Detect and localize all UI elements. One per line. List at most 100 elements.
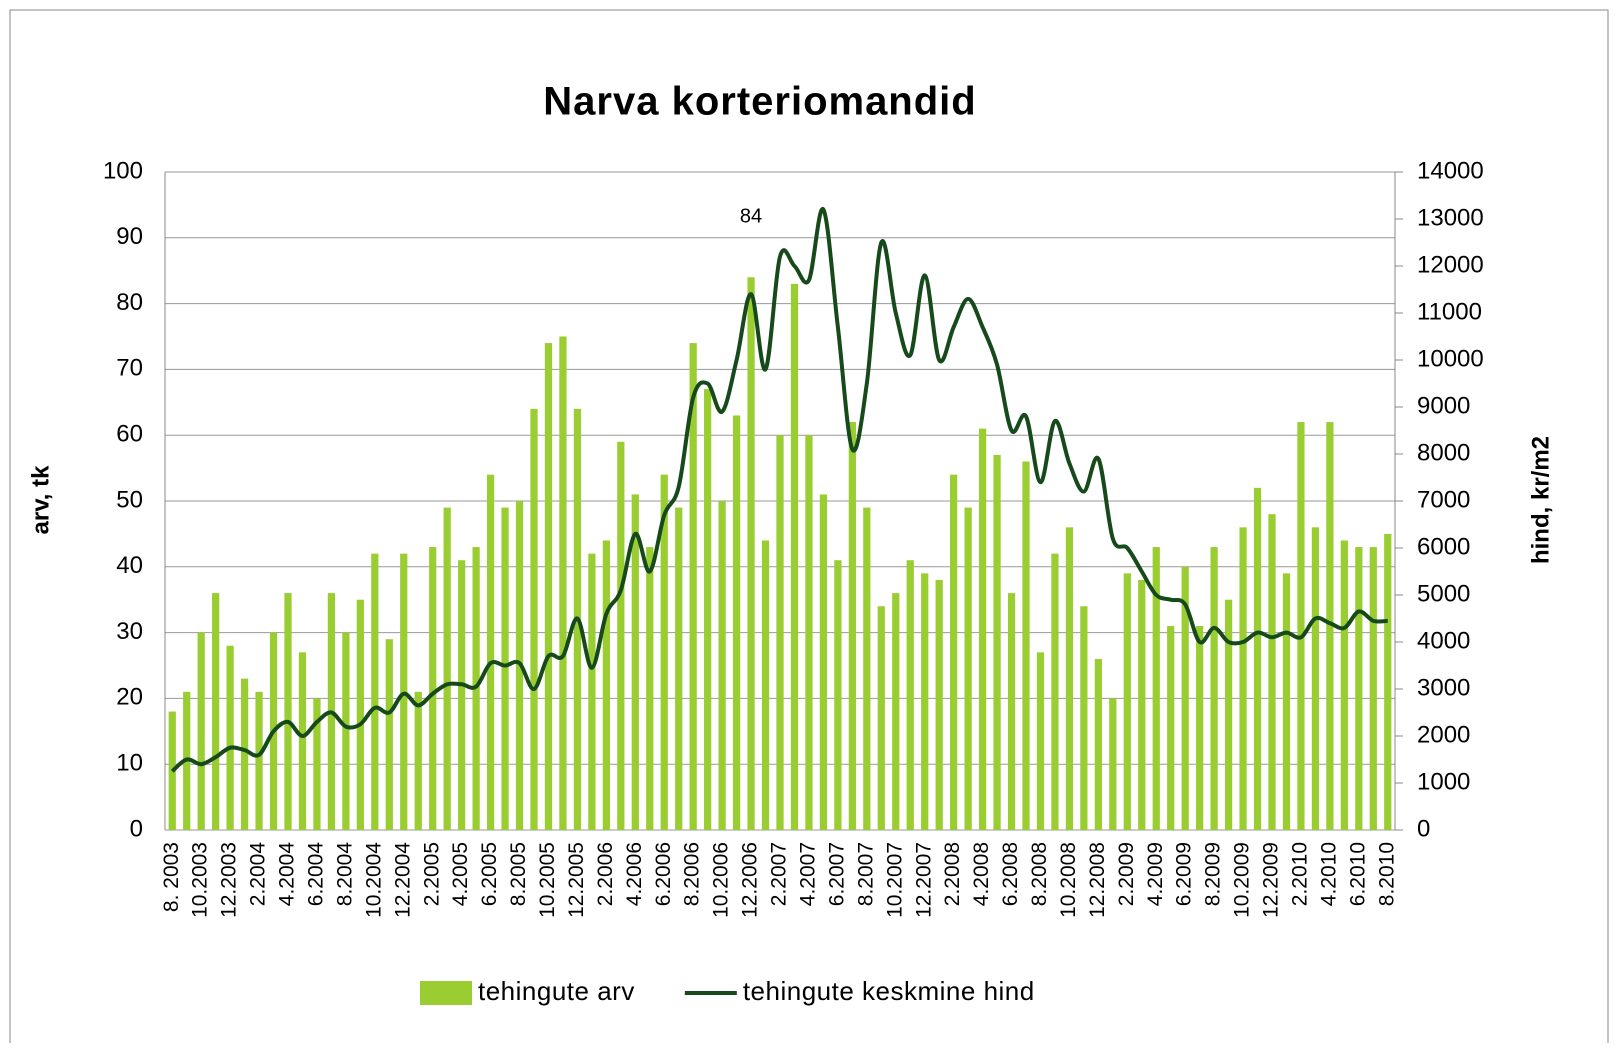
y-tick-label: 10 — [116, 750, 143, 777]
bar — [1340, 540, 1348, 830]
bar — [935, 579, 943, 830]
bar — [1094, 658, 1102, 830]
bar — [356, 599, 364, 830]
y2-tick-label: 12000 — [1417, 251, 1484, 278]
bar — [1196, 626, 1204, 830]
bar — [1036, 652, 1045, 830]
y2-tick-label: 6000 — [1417, 533, 1470, 560]
bar — [1167, 626, 1175, 830]
bar — [501, 507, 509, 830]
bar — [906, 560, 914, 830]
x-tick-label: 12.2005 — [565, 842, 588, 918]
y2-tick-label: 3000 — [1417, 674, 1470, 701]
x-tick-label: 2.2006 — [594, 842, 617, 906]
bar — [617, 441, 625, 830]
bar — [1239, 527, 1247, 830]
y2-tick-label: 0 — [1417, 815, 1430, 842]
x-tick-label: 6.2005 — [478, 842, 501, 906]
y-tick-label: 100 — [103, 157, 143, 184]
legend-label: tehingute arv — [478, 976, 635, 1006]
bar — [313, 698, 321, 830]
bar — [255, 691, 263, 830]
x-tick-label: 8.2004 — [333, 842, 356, 907]
x-tick-label: 6.2009 — [1173, 842, 1196, 906]
bar — [631, 494, 639, 830]
y2-tick-label: 4000 — [1417, 627, 1470, 654]
x-tick-label: 8.2008 — [1028, 842, 1051, 906]
x-tick-label: 4.2008 — [970, 842, 993, 906]
y2-tick-label: 11000 — [1417, 298, 1482, 325]
bar — [588, 553, 596, 830]
bar — [1007, 593, 1016, 830]
x-tick-label: 2.2009 — [1115, 842, 1138, 906]
bar — [1123, 573, 1131, 830]
bar — [863, 507, 871, 830]
bar — [1326, 422, 1334, 830]
line — [170, 207, 1388, 773]
bar — [284, 593, 292, 830]
x-tick-label: 2.2008 — [941, 842, 964, 906]
y2-axis-title: hind, kr/m2 — [1527, 436, 1554, 564]
bar — [1297, 422, 1305, 830]
bar — [530, 408, 538, 830]
bar — [660, 474, 668, 830]
bar — [1080, 606, 1088, 830]
x-tick-label: 12.2006 — [739, 842, 762, 918]
bar — [776, 435, 784, 830]
legend-label: tehingute keskmine hind — [743, 976, 1035, 1006]
bar — [1022, 461, 1030, 830]
bar — [1181, 566, 1189, 830]
bar — [1282, 573, 1291, 830]
y2-tick-label: 5000 — [1417, 580, 1470, 607]
x-tick-label: 4.2009 — [1144, 842, 1167, 906]
y-axis-title: arv, tk — [27, 465, 54, 535]
y-tick-label: 70 — [116, 355, 143, 382]
x-tick-label: 2.2010 — [1288, 842, 1311, 906]
x-tick-label: 8. 2003 — [160, 842, 183, 912]
bar — [646, 547, 654, 830]
bar — [704, 389, 712, 830]
y-tick-label: 50 — [116, 486, 143, 513]
x-tick-label: 10.2003 — [189, 842, 212, 918]
y2-tick-label: 7000 — [1417, 486, 1470, 513]
bar — [458, 560, 466, 830]
y2-tick-label: 10000 — [1417, 345, 1484, 372]
bar — [429, 547, 437, 830]
y-tick-label: 90 — [116, 223, 143, 250]
bar — [1109, 698, 1117, 830]
x-tick-label: 6.2006 — [652, 842, 675, 906]
x-tick-label: 4.2004 — [276, 842, 299, 907]
x-tick-label: 12.2004 — [391, 842, 414, 918]
bar — [790, 283, 799, 830]
x-tick-label: 4.2005 — [449, 842, 472, 906]
x-tick-label: 12.2007 — [912, 842, 935, 918]
bar — [993, 454, 1001, 830]
x-tick-label: 6.2008 — [999, 842, 1022, 906]
x-tick-label: 10.2007 — [883, 842, 906, 918]
bar — [197, 632, 205, 830]
x-tick-label: 6.2010 — [1346, 842, 1369, 906]
y-tick-label: 20 — [116, 684, 143, 711]
bar — [892, 593, 900, 830]
bar — [212, 593, 220, 830]
x-tick-label: 10.2008 — [1057, 842, 1080, 918]
bar — [1152, 547, 1160, 830]
x-tick-label: 12.2009 — [1260, 842, 1283, 918]
bar — [371, 553, 379, 830]
x-tick-label: 8.2007 — [854, 842, 877, 906]
x-tick-label: 10.2006 — [710, 842, 733, 918]
x-tick-label: 2.2007 — [768, 842, 791, 906]
bar — [718, 501, 726, 830]
bar — [1138, 579, 1146, 830]
bar — [761, 540, 770, 830]
y-tick-label: 40 — [116, 552, 143, 579]
bar — [921, 573, 929, 830]
y-tick-label: 30 — [116, 618, 143, 645]
bar — [1224, 599, 1233, 830]
x-tick-label: 8.2006 — [681, 842, 704, 906]
bar — [819, 494, 828, 830]
bar — [950, 474, 958, 830]
x-tick-label: 4.2006 — [623, 842, 646, 906]
bar — [602, 540, 610, 830]
bar — [559, 336, 567, 830]
